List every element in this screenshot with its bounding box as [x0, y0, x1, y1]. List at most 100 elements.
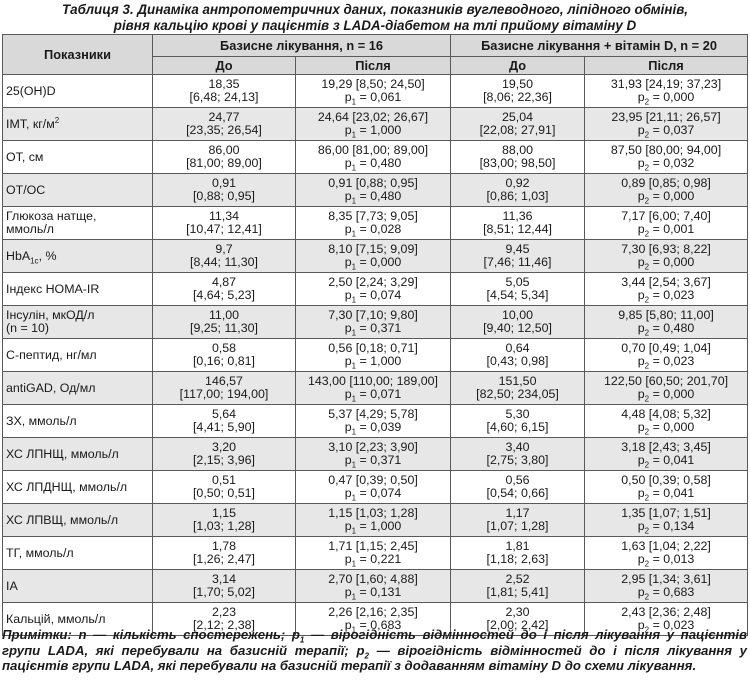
notes-part-2: — вірогідність відмінностей до і після л…	[2, 627, 747, 658]
p-letter: p	[344, 288, 352, 302]
indicator-name: ЗХ, ммоль/л	[6, 413, 77, 428]
median-iqr-value: 3,44 [2,54; 3,67]	[621, 275, 711, 289]
p-letter: p	[637, 453, 645, 467]
p-subscript: 1	[351, 262, 357, 272]
g2-after-cell: 4,48 [4,08; 5,32] p2 = 0,000	[584, 404, 749, 438]
g2-after-cell: 0,50 [0,39; 0,58] p2 = 0,041	[584, 470, 749, 504]
g2-after-cell: 7,17 [6,00; 7,40] p2 = 0,001	[584, 206, 749, 240]
p-value: = 0,074	[356, 486, 402, 500]
g2-before-cell: 0,64 [0,43; 0,98]	[450, 338, 586, 372]
g1-after-cell: 3,10 [2,23; 3,90] p1 = 0,371	[294, 437, 452, 471]
g1-after-cell: 7,30 [7,10; 9,80] p1 = 0,371	[294, 305, 452, 339]
table-caption: Таблиця 3. Динаміка антропометричних дан…	[0, 2, 750, 33]
indicator-name-cell: Інсулін, мкОД/л (n = 10)	[2, 305, 153, 339]
p-letter: p	[344, 453, 352, 467]
p-subscript: 1	[351, 394, 357, 404]
median-iqr-value: 8,35 [7,73; 9,05]	[328, 209, 418, 223]
header-group-vitd: Базисне лікування + вітамін D, n = 20	[450, 34, 749, 57]
median-value: 3,20	[211, 440, 237, 454]
median-value: 1,15	[211, 506, 237, 520]
median-value: 0,58	[211, 341, 237, 355]
indicator-name: HbA	[6, 248, 31, 263]
notes-sub-1: 1	[299, 635, 305, 645]
indicator-name-line: ОТ/ОС	[6, 183, 149, 197]
p-value: = 0,000	[649, 255, 695, 269]
table-row: Глюкоза натще, ммоль/л 11,34 [10,47; 12,41]…	[2, 206, 749, 240]
iqr-value: [4,41; 5,90]	[192, 420, 255, 434]
g2-before-cell: 9,45 [7,46; 11,46]	[450, 239, 586, 273]
table-row: antiGAD, Од/мл 146,57 [117,00; 194,00] 143,…	[2, 371, 749, 405]
caption-line-2: рівня кальцію крові у пацієнтів з LADA-д…	[113, 17, 637, 33]
p-value: = 0,683	[649, 585, 695, 599]
iqr-value: [4,64; 5,23]	[192, 288, 255, 302]
iqr-value: [2,15; 3,96]	[192, 453, 255, 467]
g2-before-cell: 151,50 [82,50; 234,05]	[450, 371, 586, 405]
median-iqr-value: 2,26 [2,16; 2,35]	[328, 605, 418, 619]
indicator-name-line: 25(ОН)D	[6, 83, 149, 98]
p-value-line: p2 = 0,041	[588, 453, 744, 469]
p-letter: p	[344, 585, 352, 599]
iqr-value: [1,81; 5,41]	[486, 585, 549, 599]
g2-before-cell: 11,36 [8,51; 12,44]	[450, 206, 586, 240]
g1-before-cell: 2,23 [2,12; 2,38]	[152, 602, 296, 636]
median-value: 0,91	[211, 176, 237, 190]
p-letter: p	[637, 222, 645, 236]
median-iqr-value: 3,10 [2,23; 3,90]	[328, 440, 418, 454]
median-value: 10,00	[502, 308, 534, 322]
g1-before-cell: 11,34 [10,47; 12,41]	[152, 206, 296, 240]
median-iqr-value: 0,47 [0,39; 0,50]	[328, 473, 418, 487]
g2-before-cell: 0,92 [0,86; 1,03]	[450, 173, 586, 207]
p-value: = 0,039	[356, 420, 402, 434]
g1-before-cell: 5,64 [4,41; 5,90]	[152, 404, 296, 438]
g1-after-cell: 1,15 [1,03; 1,28] p1 = 1,000	[294, 503, 452, 537]
g2-after-cell: 122,50 [60,50; 201,70] p2 = 0,000	[584, 371, 749, 405]
indicator-name-cell: ХС ЛПНЩ, ммоль/л	[2, 437, 153, 471]
median-iqr-value: 7,17 [6,00; 7,40]	[621, 209, 711, 223]
indicator-name-line: Кальцій, ммоль/л	[6, 612, 149, 626]
p-letter: p	[637, 156, 645, 170]
iqr-value: [9,25; 11,30]	[190, 321, 258, 335]
iqr-value: [2,75; 3,80]	[486, 453, 549, 467]
p-value: = 0,037	[649, 123, 695, 137]
indicator-name-cell: ІА	[2, 569, 153, 603]
header-group-basic: Базисне лікування, n = 16	[151, 34, 452, 57]
indicator-name: ОТ, см	[6, 149, 44, 164]
median-iqr-value: 1,35 [1,07; 1,51]	[621, 506, 711, 520]
p-letter: p	[637, 321, 645, 335]
p-value: = 0,480	[649, 321, 695, 335]
p-subscript: 2	[644, 130, 650, 140]
p-subscript: 2	[644, 625, 650, 635]
table-row: ТГ, ммоль/л 1,78 [1,26; 2,47] 1,71 [1,15; 2…	[2, 536, 749, 570]
p-value-line: p1 = 0,480	[299, 157, 447, 173]
iqr-value: [0,88; 0,95]	[192, 189, 255, 203]
median-value: 18,35	[208, 77, 240, 91]
p-subscript: 2	[644, 592, 650, 602]
p-value-line: p2 = 0,023	[588, 355, 744, 370]
median-iqr-value: 0,89 [0,85; 0,98]	[621, 176, 711, 190]
p-letter: p	[344, 486, 352, 500]
indicator-name: ХС ЛПВЩ, ммоль/л	[6, 512, 119, 527]
p-value-line: p2 = 0,000	[588, 190, 744, 205]
median-value: 1,78	[211, 539, 237, 553]
p-subscript: 1	[351, 163, 357, 173]
indicator-name: 25(ОН)D	[6, 83, 56, 98]
indicator-name-line-2: ммоль/л	[6, 222, 55, 236]
p-letter: p	[637, 288, 645, 302]
p-value-line: p2 = 0,032	[588, 156, 744, 172]
p-value: = 0,000	[649, 420, 695, 434]
p-value: = 0,221	[356, 552, 402, 566]
p-letter: p	[637, 420, 645, 434]
g1-before-cell: 11,00 [9,25; 11,30]	[152, 305, 296, 339]
g2-after-cell: 0,70 [0,49; 1,04] p2 = 0,023	[584, 338, 749, 372]
indicator-name: ІМТ, кг/м	[6, 116, 55, 131]
median-value: 5,05	[505, 275, 530, 289]
p-subscript: 1	[351, 559, 357, 569]
median-iqr-value: 7,30 [7,10; 9,80]	[328, 308, 418, 322]
p-subscript: 1	[351, 460, 357, 470]
p-letter: p	[637, 519, 645, 533]
p-value-line: p2 = 0,000	[588, 255, 744, 271]
iqr-value: [83,00; 98,50]	[479, 156, 556, 170]
p-letter: p	[344, 519, 352, 533]
g1-before-cell: 0,51 [0,50; 0,51]	[152, 470, 296, 504]
indicator-name-line: Глюкоза натще,	[6, 210, 149, 223]
